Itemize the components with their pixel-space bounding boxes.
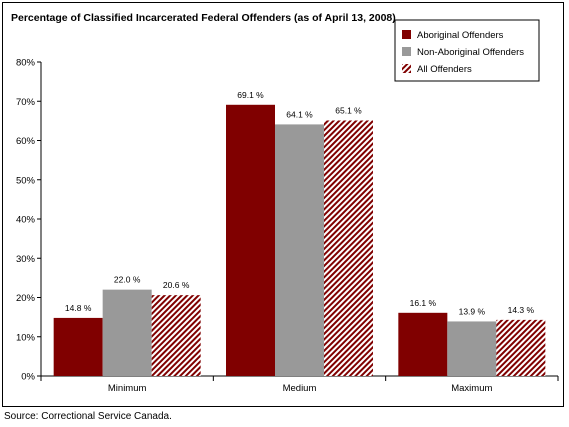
chart-frame: Percentage of Classified Incarcerated Fe… — [2, 2, 564, 407]
bar — [226, 104, 275, 376]
data-label: 16.1 % — [410, 298, 437, 308]
bar — [151, 295, 201, 376]
legend-box — [394, 19, 540, 82]
y-tick-label: 70% — [16, 97, 36, 108]
bar — [496, 319, 546, 376]
bar — [398, 312, 448, 376]
y-tick-label: 10% — [16, 332, 36, 343]
bar — [275, 124, 324, 376]
legend-swatch — [402, 47, 411, 56]
y-tick-label: 50% — [16, 175, 36, 186]
legend-label: Non-Aboriginal Offenders — [417, 47, 524, 58]
legend-label: All Offenders — [417, 64, 472, 75]
y-tick-label: 80% — [16, 58, 36, 69]
chart-title: Percentage of Classified Incarcerated Fe… — [11, 12, 396, 24]
y-tick-label: 40% — [16, 215, 36, 226]
data-label: 64.1 % — [286, 109, 313, 119]
bar — [53, 317, 103, 376]
source-note: Source: Correctional Service Canada. — [4, 411, 172, 422]
data-label: 13.9 % — [459, 306, 486, 316]
bar-chart: Percentage of Classified Incarcerated Fe… — [11, 12, 559, 394]
data-label: 65.1 % — [335, 105, 362, 115]
bar — [324, 120, 373, 376]
legend-swatch — [402, 30, 411, 39]
y-tick-label: 60% — [16, 136, 36, 147]
legend: Aboriginal Offenders Non-Aboriginal Offen… — [394, 19, 540, 82]
bars: 14.8 % 22.0 % 20.6 % 69.1 % 64.1 % 65.1 % 16.1… — [53, 90, 546, 376]
y-tick-label: 20% — [16, 293, 36, 304]
data-label: 22.0 % — [114, 275, 141, 285]
data-label: 69.1 % — [237, 90, 264, 100]
legend-swatch — [402, 64, 411, 73]
x-tick-label: Medium — [283, 383, 317, 394]
data-label: 20.6 % — [163, 280, 190, 290]
x-tick-label: Maximum — [451, 383, 492, 394]
legend-label: Aboriginal Offenders — [417, 30, 504, 41]
x-tick-label: Minimum — [108, 383, 147, 394]
bar — [447, 321, 497, 376]
data-label: 14.3 % — [508, 305, 535, 315]
y-tick-label: 0% — [21, 372, 35, 383]
y-tick-label: 30% — [16, 254, 36, 265]
bar — [102, 289, 152, 376]
data-label: 14.8 % — [65, 303, 92, 313]
